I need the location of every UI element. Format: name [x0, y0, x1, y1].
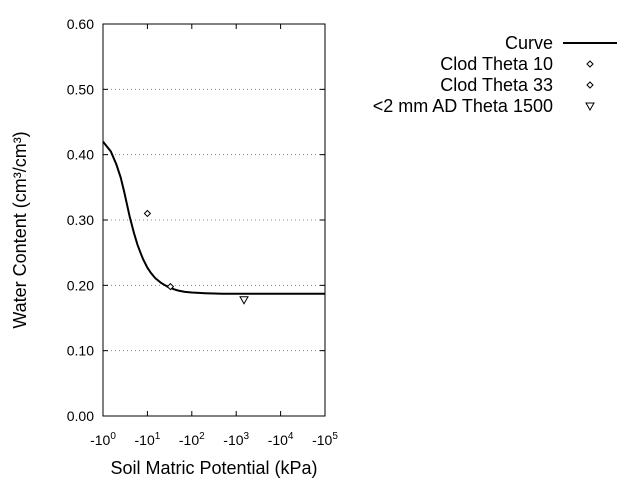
x-axis-ticks: -100 -101 -102 -103 -104 -105: [90, 24, 338, 448]
legend-label: <2 mm AD Theta 1500: [373, 96, 553, 116]
plot-series: [102, 140, 325, 305]
legend-label: Clod Theta 33: [440, 75, 553, 95]
y-tick-label: 0.10: [67, 343, 94, 359]
legend-marker-diamond: [586, 60, 594, 68]
legend-marker-triangle-down: [585, 102, 595, 112]
y-tick-label: 0.30: [67, 212, 94, 228]
x-tick-label: -104: [268, 431, 294, 448]
curve-line: [102, 140, 325, 295]
y-axis-ticks: 0.00 0.10 0.20 0.30 0.40 0.50 0.60: [67, 16, 325, 424]
y-tick-label: 0.40: [67, 147, 94, 163]
data-point-diamond: [166, 282, 175, 291]
data-point-triangle-down: [239, 296, 249, 305]
y-tick-label: 0.50: [67, 81, 94, 97]
data-point-diamond: [143, 209, 152, 218]
legend-label: Curve: [505, 33, 553, 53]
y-tick-label: 0.00: [67, 408, 94, 424]
x-tick-label: -100: [90, 431, 116, 448]
legend-marker-diamond: [586, 81, 594, 89]
y-tick-label: 0.60: [67, 16, 94, 32]
x-tick-label: -103: [223, 431, 249, 448]
y-tick-label: 0.20: [67, 277, 94, 293]
legend-label: Clod Theta 10: [440, 54, 553, 74]
x-tick-label: -102: [179, 431, 205, 448]
x-axis-label: Soil Matric Potential (kPa): [110, 458, 317, 478]
x-tick-label: -101: [135, 431, 161, 448]
grid-lines: [103, 88, 325, 352]
x-tick-label: -105: [312, 431, 338, 448]
y-axis-label: Water Content (cm³/cm³): [10, 131, 30, 328]
